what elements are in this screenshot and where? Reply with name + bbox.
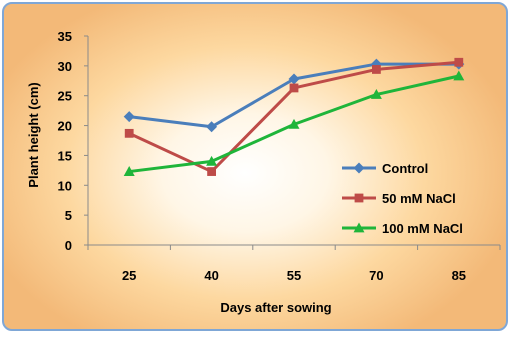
legend-item: 100 mM NaCl [342,221,463,236]
data-point-triangle [123,166,135,176]
data-point-diamond [206,121,218,133]
x-tick-label: 25 [122,268,136,283]
data-point-triangle [370,89,382,99]
data-point-square [454,57,464,67]
series-layer [123,57,465,176]
y-tick-label: 0 [65,238,72,253]
y-tick-label: 25 [58,89,72,104]
y-axis-ticks: 0 5 10 15 20 25 30 35 [58,29,88,253]
data-point-square [354,193,364,203]
y-tick-label: 15 [58,148,72,163]
data-point-square [207,167,216,176]
legend-item: Control [342,161,428,176]
series-2 [123,70,465,176]
data-point-diamond [288,73,300,85]
data-point-diamond [123,111,135,123]
data-point-diamond [353,162,365,174]
plot-area [87,36,500,246]
y-tick-label: 20 [58,119,72,134]
legend-item: 50 mM NaCl [342,191,456,206]
x-axis-title: Days after sowing [220,300,331,315]
legend-label: 50 mM NaCl [382,191,456,206]
x-tick-label: 70 [369,268,383,283]
x-tick-label: 40 [204,268,218,283]
data-point-triangle [453,70,465,81]
data-point-square [372,65,381,74]
x-tick-label: 85 [452,268,466,283]
x-tick-label: 55 [287,268,301,283]
legend-label: Control [382,161,428,176]
legend: Control 50 mM NaCl 100 mM NaCl [342,161,463,236]
data-point-square [124,128,134,138]
y-tick-label: 30 [58,59,72,74]
series-line [129,62,459,129]
y-axis-title: Plant height (cm) [26,82,41,187]
y-tick-label: 5 [65,208,72,223]
y-tick-label: 35 [58,29,72,44]
data-point-triangle [206,155,218,166]
series-1 [124,57,464,176]
y-tick-label: 10 [58,178,72,193]
x-axis-ticks: 25 40 55 70 85 [87,245,501,283]
chart-frame [2,2,508,331]
legend-label: 100 mM NaCl [382,221,463,236]
data-point-triangle [353,222,365,233]
data-point-square [289,83,299,93]
data-point-triangle [288,118,300,129]
